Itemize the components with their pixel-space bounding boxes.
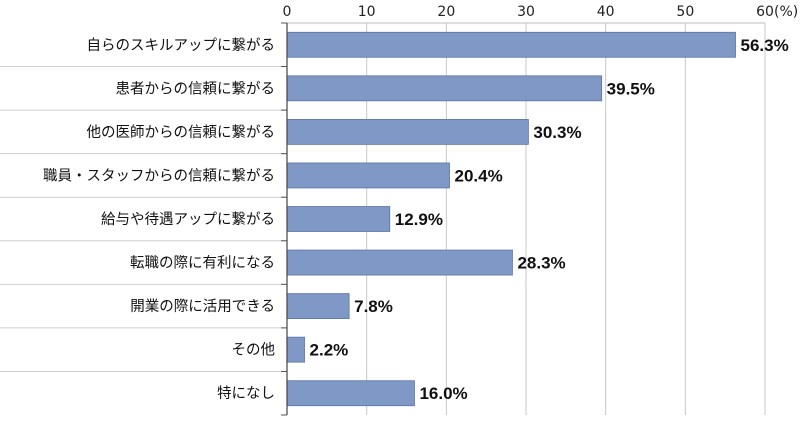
- category-label: 他の医師からの信頼に繋がる: [87, 124, 276, 141]
- bar: [286, 293, 350, 320]
- x-tick-label: 50: [676, 4, 694, 20]
- x-tick-label: 0: [283, 4, 292, 20]
- value-label: 30.3%: [533, 123, 581, 142]
- bar: [286, 118, 529, 145]
- tick-layer: 0 10 20 30 40 50 60 (%): [283, 4, 798, 415]
- value-label: 7.8%: [354, 297, 393, 316]
- bar: [286, 75, 603, 102]
- bar: [286, 336, 305, 363]
- bar: [286, 31, 736, 58]
- x-tick-label: 10: [358, 4, 376, 20]
- category-label: 自らのスキルアップに繋がる: [87, 37, 276, 54]
- category-label: 給与や待遇アップに繋がる: [101, 211, 275, 228]
- category-label: 特になし: [217, 385, 275, 402]
- value-label: 28.3%: [517, 254, 565, 273]
- bar: [286, 206, 391, 232]
- category-label: 開業の際に活用できる: [130, 298, 275, 315]
- bar-layer: [286, 31, 736, 407]
- label-layer: 自らのスキルアップに繋がる 56.3% 患者からの信頼に繋がる 39.5% 他の医師から…: [43, 36, 789, 403]
- x-tick-label: 60: [756, 4, 774, 20]
- value-label: 16.0%: [419, 384, 467, 403]
- value-label: 12.9%: [395, 210, 443, 229]
- x-tick-label: 40: [597, 4, 615, 20]
- category-label: 職員・スタッフからの信頼に繋がる: [43, 167, 275, 184]
- grid-layer: [0, 22, 766, 416]
- x-tick-label: 20: [437, 4, 455, 20]
- value-label: 56.3%: [741, 36, 789, 55]
- category-label: その他: [232, 342, 276, 359]
- bar: [286, 162, 450, 189]
- category-label: 患者からの信頼に繋がる: [116, 80, 276, 97]
- value-label: 2.2%: [310, 341, 349, 360]
- x-unit-label: (%): [774, 4, 798, 20]
- bar: [286, 380, 415, 407]
- value-label: 39.5%: [607, 79, 655, 98]
- x-tick-label: 30: [517, 4, 535, 20]
- category-label: 転職の際に有利になる: [130, 255, 275, 272]
- value-label: 20.4%: [455, 166, 503, 185]
- bar: [286, 249, 513, 276]
